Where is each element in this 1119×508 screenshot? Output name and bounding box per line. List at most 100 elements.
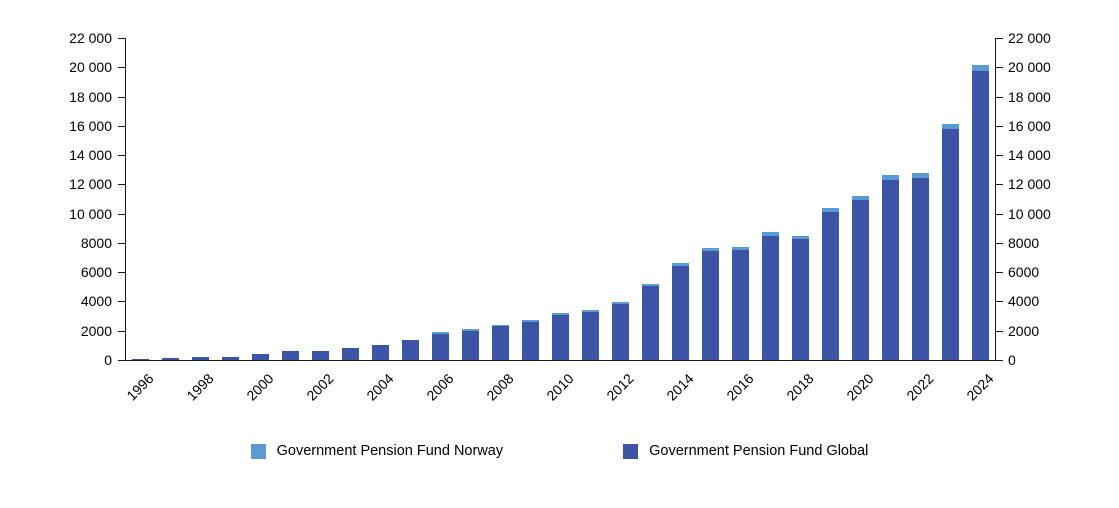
- y-tick-label-left: 0: [104, 352, 112, 368]
- x-tick-label: 2014: [663, 370, 697, 404]
- bar-2015: [702, 248, 719, 360]
- y-tick-left: [118, 126, 125, 127]
- bar-2024: [972, 65, 989, 360]
- y-tick-right: [996, 126, 1003, 127]
- bar-segment-global: [762, 236, 779, 360]
- y-tick-label-left: 12 000: [69, 176, 112, 192]
- bar-segment-global: [972, 71, 989, 360]
- bar-2004: [372, 345, 389, 360]
- x-tick-label: 2008: [483, 370, 517, 404]
- bar-segment-global: [702, 251, 719, 360]
- bar-2000: [252, 354, 269, 360]
- bar-segment-global: [282, 351, 299, 360]
- bar-2006: [432, 332, 449, 360]
- y-tick-left: [118, 97, 125, 98]
- x-tick-label: 2006: [423, 370, 457, 404]
- bar-segment-norway: [882, 175, 899, 180]
- bar-segment-norway: [972, 65, 989, 71]
- y-tick-label-right: 8000: [1008, 235, 1040, 251]
- bar-segment-global: [432, 334, 449, 360]
- bar-2010: [552, 313, 569, 360]
- legend-swatch-global-icon: [623, 443, 639, 459]
- y-tick-left: [118, 272, 125, 273]
- bar-2014: [672, 263, 689, 360]
- bar-segment-global: [492, 326, 509, 360]
- y-tick-label-left: 18 000: [69, 89, 112, 105]
- x-tick-label: 2016: [723, 370, 757, 404]
- bar-2002: [312, 351, 329, 360]
- y-tick-label-right: 22 000: [1008, 30, 1051, 46]
- x-tick-label: 2004: [363, 370, 397, 404]
- y-tick-label-right: 18 000: [1008, 89, 1051, 105]
- bar-2016: [732, 247, 749, 360]
- bar-segment-norway: [732, 247, 749, 250]
- bar-2018: [792, 236, 809, 360]
- bar-1997: [162, 358, 179, 360]
- y-tick-label-left: 6000: [80, 264, 112, 280]
- x-tick-label: 2024: [963, 370, 997, 404]
- bar-segment-norway: [582, 310, 599, 312]
- bar-2011: [582, 310, 599, 360]
- y-tick-left: [118, 331, 125, 332]
- bar-segment-global: [942, 129, 959, 360]
- x-tick-label: 2020: [843, 370, 877, 404]
- x-tick-label: 2018: [783, 370, 817, 404]
- bar-segment-global: [882, 180, 899, 360]
- bar-segment-global: [192, 357, 209, 360]
- y-tick-left: [118, 38, 125, 39]
- bar-segment-norway: [522, 320, 539, 322]
- bar-2023: [942, 124, 959, 360]
- y-tick-right: [996, 331, 1003, 332]
- legend-label-norway: Government Pension Fund Norway: [276, 443, 504, 459]
- bar-2008: [492, 325, 509, 360]
- bar-segment-norway: [852, 196, 869, 200]
- y-tick-right: [996, 67, 1003, 68]
- bar-1996: [132, 359, 149, 360]
- bar-segment-global: [552, 315, 569, 360]
- y-tick-left: [118, 214, 125, 215]
- y-tick-label-left: 10 000: [69, 206, 112, 222]
- bar-2022: [912, 173, 929, 360]
- legend-item-global: Government Pension Fund Global: [623, 443, 868, 459]
- y-tick-label-left: 4000: [80, 293, 112, 309]
- bar-segment-global: [792, 239, 809, 360]
- y-tick-right: [996, 184, 1003, 185]
- y-tick-label-left: 16 000: [69, 118, 112, 134]
- bar-segment-global: [162, 358, 179, 360]
- bar-segment-global: [852, 200, 869, 360]
- y-tick-left: [118, 184, 125, 185]
- bar-segment-norway: [792, 236, 809, 239]
- y-tick-label-left: 8000: [80, 235, 112, 251]
- y-tick-label-left: 14 000: [69, 147, 112, 163]
- x-tick-label: 1998: [183, 370, 217, 404]
- y-tick-right: [996, 272, 1003, 273]
- legend-item-norway: Government Pension Fund Norway: [250, 443, 504, 459]
- y-tick-label-right: 20 000: [1008, 59, 1051, 75]
- y-tick-left: [118, 67, 125, 68]
- bar-segment-global: [462, 331, 479, 360]
- y-tick-label-left: 2000: [80, 323, 112, 339]
- bar-segment-global: [222, 357, 239, 360]
- legend-swatch-norway-icon: [250, 443, 266, 459]
- x-tick-label: 2000: [243, 370, 277, 404]
- bar-2007: [462, 329, 479, 360]
- bar-segment-norway: [612, 302, 629, 304]
- legend: Government Pension Fund Norway Governmen…: [0, 443, 1119, 459]
- bar-segment-global: [612, 304, 629, 360]
- y-tick-right: [996, 97, 1003, 98]
- y-tick-label-left: 20 000: [69, 59, 112, 75]
- bar-segment-global: [372, 345, 389, 360]
- bar-segment-norway: [912, 173, 929, 178]
- y-tick-label-right: 4000: [1008, 293, 1040, 309]
- bar-segment-global: [312, 351, 329, 360]
- bar-segment-norway: [552, 313, 569, 315]
- bar-2017: [762, 232, 779, 360]
- y-tick-right: [996, 301, 1003, 302]
- bar-segment-global: [732, 250, 749, 360]
- y-tick-left: [118, 155, 125, 156]
- bar-segment-global: [402, 340, 419, 360]
- y-tick-label-right: 6000: [1008, 264, 1040, 280]
- bar-segment-global: [582, 312, 599, 360]
- bar-segment-norway: [822, 208, 839, 212]
- bar-segment-global: [252, 354, 269, 360]
